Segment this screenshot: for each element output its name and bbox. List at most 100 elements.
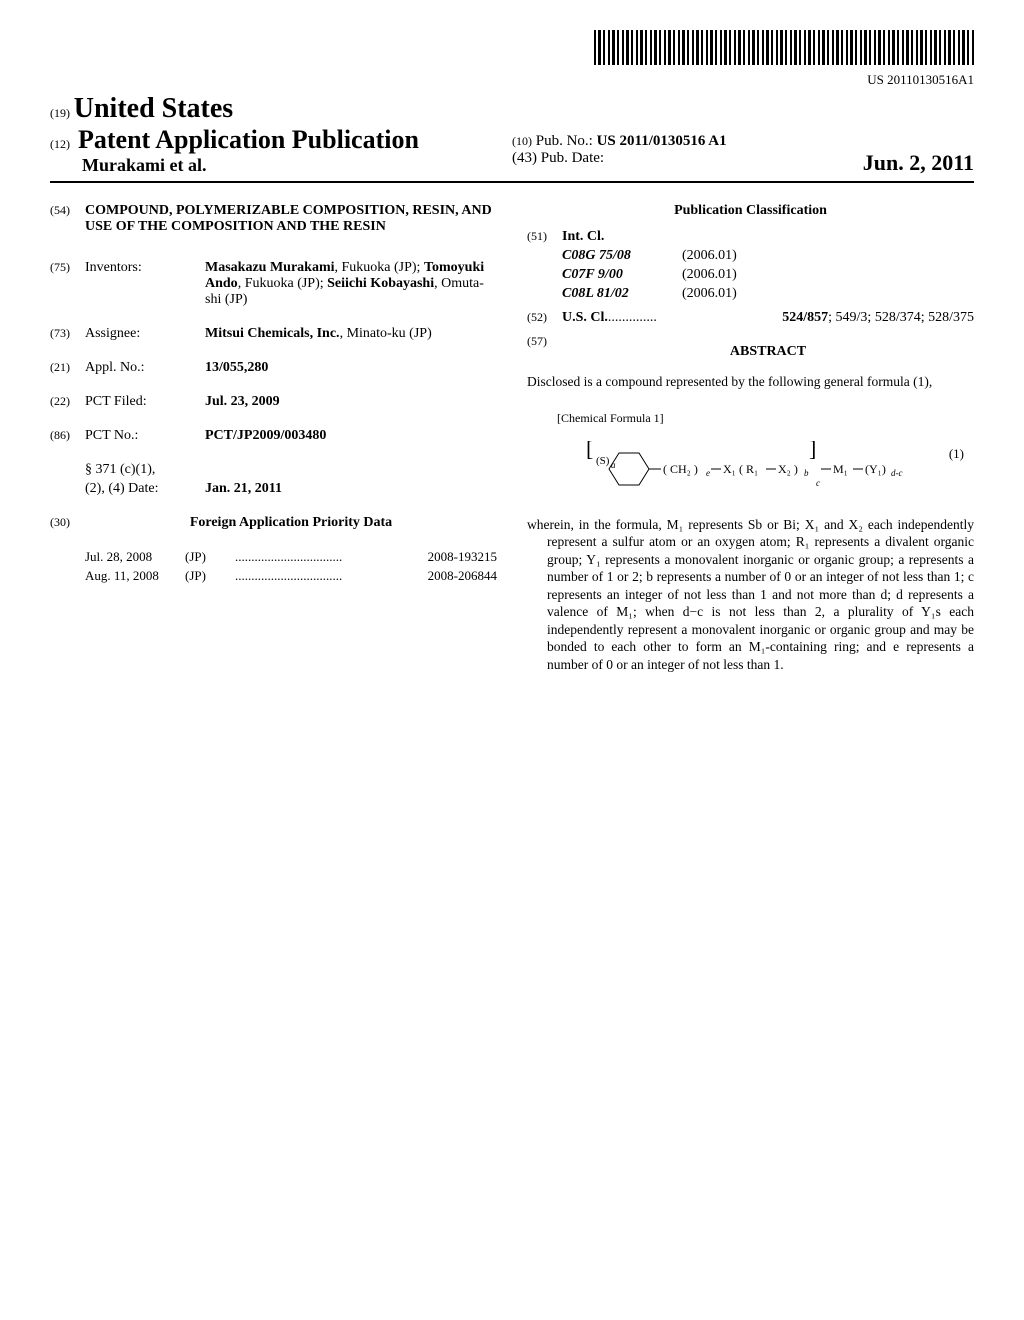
patent-title: COMPOUND, POLYMERIZABLE COMPOSITION, RES… <box>85 203 497 235</box>
priority-country-1: (JP) <box>185 549 235 565</box>
abstract-num: (57) <box>527 334 562 368</box>
section-label: § 371 (c)(1), <box>85 462 205 478</box>
pct-no-value: PCT/JP2009/003480 <box>205 428 497 444</box>
int-cl-date-1: (2006.01) <box>682 248 974 264</box>
priority-number-2: 2008-206844 <box>428 568 497 584</box>
pub-type-num: (12) <box>50 137 70 152</box>
issuer-num: (19) <box>50 106 70 120</box>
header-right: (10) Pub. No.: US 2011/0130516 A1 (43) P… <box>512 133 974 176</box>
inventors-value: Masakazu Murakami, Fukuoka (JP); Tomoyuk… <box>205 260 497 308</box>
assignee-loc: , Minato-ku (JP) <box>340 326 432 341</box>
svg-text:c: c <box>816 478 820 488</box>
svg-text:X₁: X₁ <box>723 462 736 476</box>
abstract-header-row: (57) ABSTRACT <box>527 334 974 368</box>
int-cl-row-3: C08L 81/02 (2006.01) <box>527 286 974 302</box>
section-row-1: § 371 (c)(1), <box>50 462 497 478</box>
priority-dots-1: ................................. <box>235 549 428 565</box>
int-cl-date-3: (2006.01) <box>682 286 974 302</box>
int-cl-num: (51) <box>527 229 562 245</box>
us-cl-values: 524/857; 549/3; 528/374; 528/375 <box>657 310 974 326</box>
pct-no-row: (86) PCT No.: PCT/JP2009/003480 <box>50 428 497 444</box>
us-cl-num: (52) <box>527 310 562 326</box>
inventor-3: Seiichi Kobayashi <box>327 276 434 291</box>
pub-no-num: (10) <box>512 134 532 148</box>
assignee-name: Mitsui Chemicals, Inc. <box>205 326 340 341</box>
section-date-label: (2), (4) Date: <box>85 481 205 497</box>
appl-value: 13/055,280 <box>205 360 497 376</box>
int-cl-row-1: C08G 75/08 (2006.01) <box>527 248 974 264</box>
pub-date: Jun. 2, 2011 <box>863 150 974 176</box>
int-cl-code-2: C07F 9/00 <box>562 267 682 283</box>
pub-type: Patent Application Publication <box>78 125 419 155</box>
pct-filed-row: (22) PCT Filed: Jul. 23, 2009 <box>50 394 497 410</box>
formula-label: [Chemical Formula 1] <box>557 411 974 426</box>
int-cl-label: Int. Cl. <box>562 229 604 245</box>
us-cl-dots: .............. <box>608 310 657 326</box>
appl-label: Appl. No.: <box>85 360 205 376</box>
svg-text:X₂ ): X₂ ) <box>778 462 798 476</box>
formula-num: (1) <box>949 446 964 462</box>
section-date-value: Jan. 21, 2011 <box>205 481 497 497</box>
svg-text:[: [ <box>586 441 593 461</box>
inventor-1-loc: , Fukuoka (JP); <box>335 260 424 275</box>
inventor-2-loc: , Fukuoka (JP); <box>238 276 327 291</box>
inventors-num: (75) <box>50 260 85 308</box>
classification-header: Publication Classification <box>527 203 974 219</box>
section-row-2: (2), (4) Date: Jan. 21, 2011 <box>50 481 497 497</box>
pub-no-line: (10) Pub. No.: US 2011/0130516 A1 <box>512 133 974 150</box>
abstract-wherein: wherein, in the formula, M₁ represents S… <box>527 516 974 674</box>
priority-header-row: (30) Foreign Application Priority Data <box>50 515 497 541</box>
right-column: Publication Classification (51) Int. Cl.… <box>527 203 974 673</box>
svg-text:( CH₂ ): ( CH₂ ) <box>663 462 698 476</box>
formula-container: (1) [ (S) a ( CH₂ ) e X₁ ( R₁ X₂ ) b ] c… <box>527 441 974 501</box>
assignee-value: Mitsui Chemicals, Inc., Minato-ku (JP) <box>205 326 497 342</box>
priority-country-2: (JP) <box>185 568 235 584</box>
title-num: (54) <box>50 203 85 235</box>
svg-text:M₁: M₁ <box>833 462 848 476</box>
pub-type-line: (12) Patent Application Publication <box>50 125 512 155</box>
pct-filed-value: Jul. 23, 2009 <box>205 394 497 410</box>
pct-filed-num: (22) <box>50 394 85 410</box>
abstract-intro: Disclosed is a compound represented by t… <box>527 373 974 391</box>
svg-text:( R₁: ( R₁ <box>739 462 758 476</box>
document-header: (19) United States (12) Patent Applicati… <box>50 93 974 183</box>
us-cl-row: (52) U.S. Cl. .............. 524/857; 54… <box>527 310 974 326</box>
inventor-1: Masakazu Murakami <box>205 260 335 275</box>
priority-date-2: Aug. 11, 2008 <box>85 568 185 584</box>
priority-date-1: Jul. 28, 2008 <box>85 549 185 565</box>
title-row: (54) COMPOUND, POLYMERIZABLE COMPOSITION… <box>50 203 497 235</box>
appl-no-row: (21) Appl. No.: 13/055,280 <box>50 360 497 376</box>
priority-row-1: Jul. 28, 2008 (JP) .....................… <box>50 549 497 565</box>
svg-text:]: ] <box>809 441 816 461</box>
barcode <box>594 30 974 65</box>
issuer-line: (19) United States <box>50 93 512 125</box>
assignee-row: (73) Assignee: Mitsui Chemicals, Inc., M… <box>50 326 497 342</box>
author-line: Murakami et al. <box>82 155 512 176</box>
assignee-label: Assignee: <box>85 326 205 342</box>
header-left: (19) United States (12) Patent Applicati… <box>50 93 512 176</box>
content-columns: (54) COMPOUND, POLYMERIZABLE COMPOSITION… <box>50 203 974 673</box>
inventors-row: (75) Inventors: Masakazu Murakami, Fukuo… <box>50 260 497 308</box>
svg-text:b: b <box>804 468 809 478</box>
priority-header: Foreign Application Priority Data <box>85 515 497 531</box>
priority-row-2: Aug. 11, 2008 (JP) .....................… <box>50 568 497 584</box>
svg-text:(S): (S) <box>596 455 610 467</box>
appl-num: (21) <box>50 360 85 376</box>
pub-date-line: (43) Pub. Date: Jun. 2, 2011 <box>512 150 974 167</box>
issuer-name: United States <box>74 93 233 124</box>
pct-filed-label: PCT Filed: <box>85 394 205 410</box>
priority-num: (30) <box>50 515 85 541</box>
int-cl-code-3: C08L 81/02 <box>562 286 682 302</box>
int-cl-date-2: (2006.01) <box>682 267 974 283</box>
inventors-label: Inventors: <box>85 260 205 308</box>
us-cl-label: U.S. Cl. <box>562 310 608 326</box>
int-cl-code-1: C08G 75/08 <box>562 248 682 264</box>
left-column: (54) COMPOUND, POLYMERIZABLE COMPOSITION… <box>50 203 497 673</box>
pub-no-label: Pub. No.: <box>536 133 593 149</box>
assignee-num: (73) <box>50 326 85 342</box>
int-cl-header-row: (51) Int. Cl. <box>527 229 974 245</box>
pub-date-label: Pub. Date: <box>541 150 604 166</box>
svg-text:e: e <box>706 468 710 478</box>
priority-number-1: 2008-193215 <box>428 549 497 565</box>
barcode-text: US 20110130516A1 <box>50 72 974 88</box>
